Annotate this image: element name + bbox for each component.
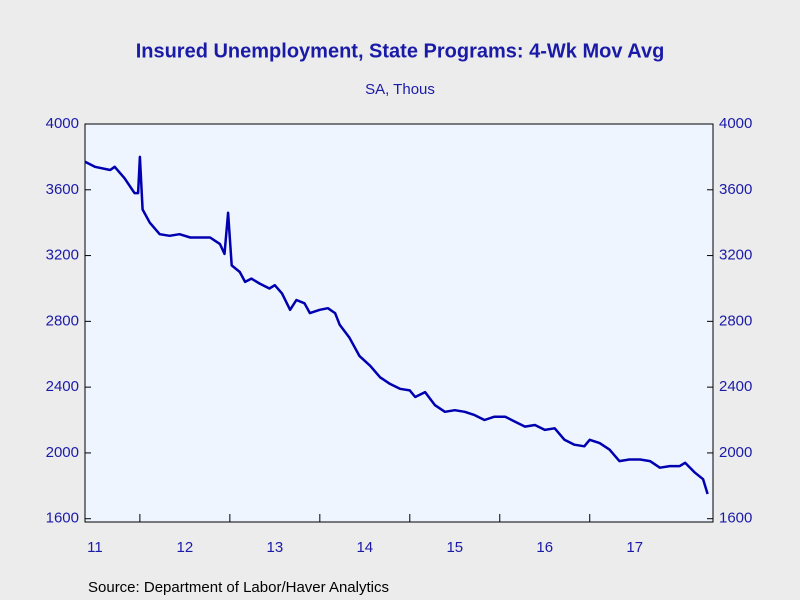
x-tick-label: 16 bbox=[536, 539, 553, 556]
plot-area bbox=[84, 123, 714, 523]
x-tick-label: 14 bbox=[356, 539, 373, 556]
x-tick-label: 12 bbox=[177, 539, 194, 556]
y-tick-label: 3600 bbox=[46, 181, 79, 198]
y2-tick-label: 2000 bbox=[719, 444, 752, 461]
series-line bbox=[84, 155, 709, 495]
y2-tick-label: 4000 bbox=[719, 115, 752, 132]
y-tick-label: 2000 bbox=[46, 444, 79, 461]
y2-tick-label: 1600 bbox=[719, 510, 752, 527]
y-tick-label: 3200 bbox=[46, 247, 79, 264]
x-tick-label: 13 bbox=[266, 539, 283, 556]
chart-title: Insured Unemployment, State Programs: 4-… bbox=[136, 40, 665, 62]
y-tick-label: 2800 bbox=[46, 312, 79, 329]
source-note: Source: Department of Labor/Haver Analyt… bbox=[88, 579, 389, 596]
x-tick-label: 11 bbox=[87, 539, 103, 556]
x-tick-label: 15 bbox=[446, 539, 463, 556]
y-tick-label: 4000 bbox=[46, 115, 79, 132]
y-tick-label: 2400 bbox=[46, 378, 79, 395]
y2-tick-label: 3200 bbox=[719, 247, 752, 264]
y2-tick-label: 3600 bbox=[719, 181, 752, 198]
y-tick-label: 1600 bbox=[46, 510, 79, 527]
y2-tick-label: 2800 bbox=[719, 312, 752, 329]
y2-tick-label: 2400 bbox=[719, 378, 752, 395]
chart-subtitle: SA, Thous bbox=[365, 81, 435, 98]
x-tick-label: 17 bbox=[626, 539, 643, 556]
